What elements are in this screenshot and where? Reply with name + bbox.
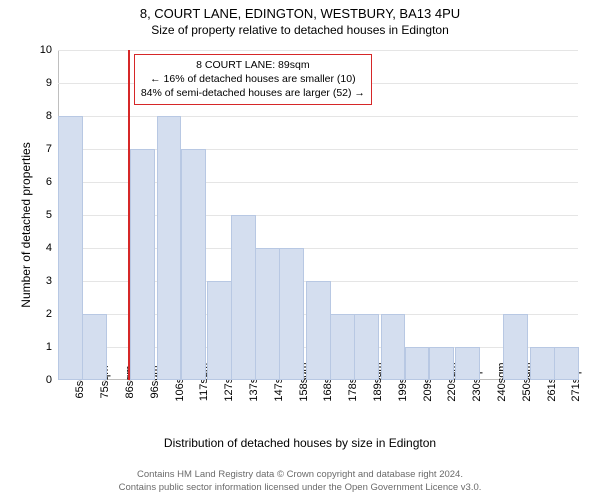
- histogram-bar: [82, 314, 107, 380]
- histogram-bar: [554, 347, 579, 380]
- marker-line: [128, 50, 130, 380]
- credits-line1: Contains HM Land Registry data © Crown c…: [137, 469, 463, 480]
- credits-line2: Contains public sector information licen…: [119, 482, 482, 493]
- histogram-bar: [429, 347, 454, 380]
- callout-box: 8 COURT LANE: 89sqm← 16% of detached hou…: [134, 54, 372, 105]
- histogram-bar: [207, 281, 232, 380]
- histogram-bar: [130, 149, 155, 380]
- plot-area: 01234567891065sqm75sqm86sqm96sqm106sqm11…: [58, 50, 578, 380]
- y-tick: 0: [46, 374, 58, 386]
- histogram-bar: [405, 347, 430, 380]
- histogram-bar: [354, 314, 379, 380]
- callout-line2: ← 16% of detached houses are smaller (10…: [141, 72, 365, 86]
- y-axis-label: Number of detached properties: [19, 125, 33, 325]
- histogram-bar: [279, 248, 304, 380]
- y-tick: 5: [46, 209, 58, 221]
- grid-line-h: [58, 50, 578, 51]
- histogram-bar: [330, 314, 355, 380]
- histogram-bar: [181, 149, 206, 380]
- histogram-bar: [255, 248, 280, 380]
- y-tick: 4: [46, 242, 58, 254]
- histogram-bar: [306, 281, 331, 380]
- grid-line-h: [58, 116, 578, 117]
- y-tick: 10: [40, 44, 58, 56]
- callout-line1: 8 COURT LANE: 89sqm: [141, 58, 365, 72]
- callout-line3: 84% of semi-detached houses are larger (…: [141, 86, 365, 100]
- y-tick: 9: [46, 77, 58, 89]
- chart-subtitle: Size of property relative to detached ho…: [0, 23, 600, 37]
- histogram-bar: [530, 347, 555, 380]
- histogram-bar: [157, 116, 182, 380]
- histogram-bar: [231, 215, 256, 380]
- y-tick: 6: [46, 176, 58, 188]
- chart-title: 8, COURT LANE, EDINGTON, WESTBURY, BA13 …: [0, 6, 600, 21]
- histogram-bar: [58, 116, 83, 380]
- credits: Contains HM Land Registry data © Crown c…: [0, 469, 600, 494]
- y-tick: 3: [46, 275, 58, 287]
- histogram-bar: [455, 347, 480, 380]
- y-tick: 2: [46, 308, 58, 320]
- y-tick: 8: [46, 110, 58, 122]
- y-tick: 7: [46, 143, 58, 155]
- histogram-bar: [381, 314, 406, 380]
- histogram-bar: [503, 314, 528, 380]
- y-tick: 1: [46, 341, 58, 353]
- x-axis-label: Distribution of detached houses by size …: [0, 436, 600, 450]
